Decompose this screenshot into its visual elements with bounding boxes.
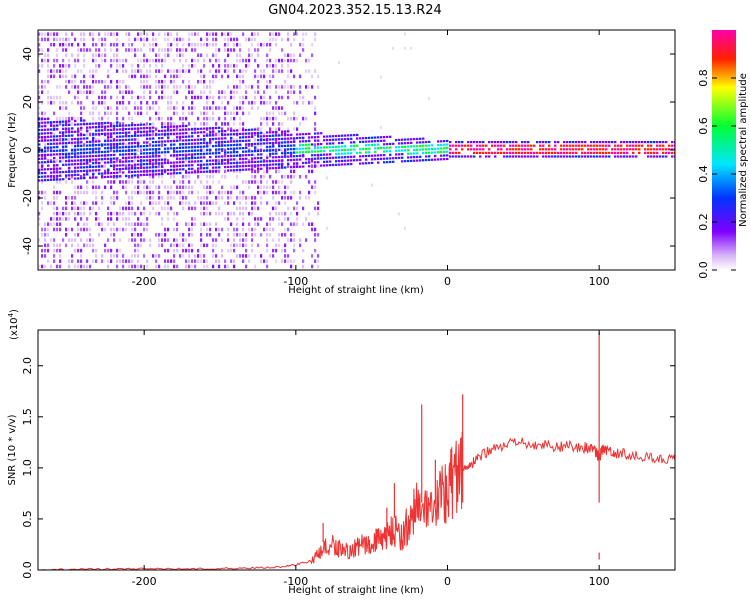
spectrogram-ytick-label: -40 [21, 237, 34, 255]
colorbar: 0.0 0.2 0.4 0.6 0.8 Normalized spectral ampl… [697, 30, 749, 279]
spectrogram-xtick-label: -200 [132, 275, 157, 288]
snr-ytick-label: 0.5 [21, 510, 34, 528]
colorbar-tick-label: 0.8 [697, 69, 710, 87]
colorbar-label: Normalized spectral amplitude [738, 73, 749, 227]
snr-xlabel: Height of straight line (km) [288, 585, 424, 596]
snr-ytick-label: 1.0 [21, 459, 34, 477]
spectrogram-ytick-label: 20 [21, 95, 34, 109]
colorbar-tick-label: 0.4 [697, 165, 710, 183]
snr-xtick-label: 100 [589, 575, 610, 588]
spectrogram-xtick-label: 100 [589, 275, 610, 288]
snr-ytick-label: 1.5 [21, 408, 34, 426]
snr-series-line [38, 431, 675, 570]
snr-ytick-label: 0.0 [21, 561, 34, 579]
colorbar-gradient [712, 30, 736, 270]
spectrogram-ytick-label: -20 [21, 189, 34, 207]
colorbar-tick-label: 0.6 [697, 117, 710, 135]
snr-noise [322, 332, 600, 560]
snr-xtick-label: -200 [132, 575, 157, 588]
colorbar-tick-label: 0.2 [697, 213, 710, 231]
snr-xtick-label: -100 [283, 575, 308, 588]
snr-frame [37, 329, 676, 571]
colorbar-tick-label: 0.0 [697, 261, 710, 279]
snr-ylabel: SNR (10 * v/v) [7, 414, 18, 485]
spectrogram-ytick-label: 0 [21, 147, 34, 154]
spectrogram-heatmap [38, 32, 675, 269]
spectrogram-ylabel: Frequency (Hz) [7, 112, 18, 188]
spectrogram-xtick-label: -100 [283, 275, 308, 288]
spectrogram-ytick-label: 40 [21, 47, 34, 61]
snr-multiplier: (x104) [7, 309, 20, 340]
figure-title: GN04.2023.352.15.13.R24 [268, 3, 442, 18]
spectrogram-xlabel: Height of straight line (km) [288, 285, 424, 296]
snr-xtick-label: 0 [444, 575, 451, 588]
snr-ytick-label: 2.0 [21, 357, 34, 375]
snr-panel: -200 -100 0 100 0.0 0.5 1.0 1.5 2.0 Height of s… [7, 309, 676, 596]
spectrogram-xtick-label: 0 [444, 275, 451, 288]
